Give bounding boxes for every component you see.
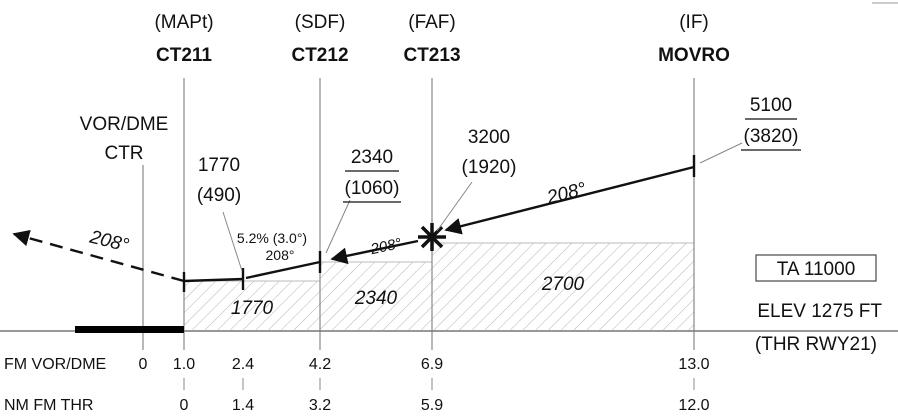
sdf-role: (SDF) — [295, 12, 346, 33]
navaid-label-line2: CTR — [104, 143, 143, 164]
mapt-altitude-leader — [222, 211, 243, 272]
sdf-height: (1060) — [345, 178, 400, 199]
elevation-line2: (THR RWY21) — [755, 334, 877, 355]
thr-dist-0: 0 — [180, 397, 189, 414]
transition-altitude-box — [755, 254, 877, 282]
faf-cross-icon — [418, 223, 446, 251]
mapt-role: (MAPt) — [154, 12, 213, 33]
initial-segment — [444, 165, 695, 235]
faf-altitude: 3200 — [468, 127, 510, 148]
missed-track-label: 208° — [87, 226, 132, 256]
faf-name: CT213 — [403, 45, 460, 66]
if-altitude: 5100 — [750, 95, 792, 116]
runway-bar — [75, 326, 184, 333]
mapt-name: CT211 — [156, 45, 212, 66]
vor-dist-2: 2.4 — [232, 356, 254, 373]
missed-approach-segment — [12, 229, 185, 283]
vor-dist-1: 1.0 — [173, 356, 195, 373]
if-name: MOVRO — [658, 45, 730, 66]
thr-dist-3: 5.9 — [421, 397, 443, 414]
final-segment-a — [245, 260, 321, 280]
faf-altitude-leader — [436, 181, 473, 232]
step-minimum-1: 1770 — [231, 298, 274, 319]
navaid-label-line1: VOR/DME — [80, 114, 169, 135]
vor-dist-0: 0 — [139, 356, 148, 373]
faf-height: (1920) — [462, 157, 517, 178]
thr-dist-2: 3.2 — [309, 397, 331, 414]
intermediate-track-label: 208° — [368, 235, 403, 258]
step-block-1 — [184, 281, 320, 330]
nm-fm-thr-label: NM FM THR — [4, 397, 93, 414]
if-role: (IF) — [679, 12, 709, 33]
final-segment-b — [183, 277, 245, 283]
thr-dist-4: 12.0 — [678, 397, 709, 414]
initial-track-label: 208° — [544, 179, 589, 209]
sdf-name: CT212 — [291, 45, 348, 66]
step-minimum-2: 2340 — [354, 288, 398, 309]
fix-reference-lines — [142, 78, 695, 350]
elevation-line1: ELEV 1275 FT — [757, 301, 882, 322]
step-down-blocks — [184, 242, 694, 330]
if-altitude-leader — [699, 142, 743, 164]
vor-dist-5: 13.0 — [678, 356, 709, 373]
step-block-2 — [320, 262, 432, 330]
distance-scale: FM VOR/DME 0 1.0 2.4 4.2 6.9 13.0 NM FM … — [4, 356, 710, 414]
vor-dist-4: 6.9 — [421, 356, 443, 373]
intermediate-segment — [330, 239, 419, 265]
if-height: (3820) — [744, 126, 799, 147]
mapt-height: (490) — [197, 185, 241, 206]
thr-dist-1: 1.4 — [232, 397, 254, 414]
gradient-track-label: 208° — [266, 247, 295, 263]
faf-role: (FAF) — [408, 12, 456, 33]
fix-headers: (MAPt) CT211 (SDF) CT212 (FAF) CT213 (IF… — [154, 12, 729, 66]
fm-vor-dme-label: FM VOR/DME — [4, 356, 106, 373]
step-minimum-3: 2700 — [541, 274, 585, 295]
step-block-3 — [432, 243, 694, 330]
gradient-label: 5.2% (3.0°) — [237, 230, 307, 246]
mapt-altitude: 1770 — [198, 155, 240, 176]
transition-altitude: TA 11000 — [777, 259, 856, 280]
flight-path — [12, 155, 696, 292]
vor-dist-3: 4.2 — [309, 356, 331, 373]
sdf-altitude: 2340 — [351, 147, 393, 168]
sdf-altitude-leader — [325, 199, 351, 254]
